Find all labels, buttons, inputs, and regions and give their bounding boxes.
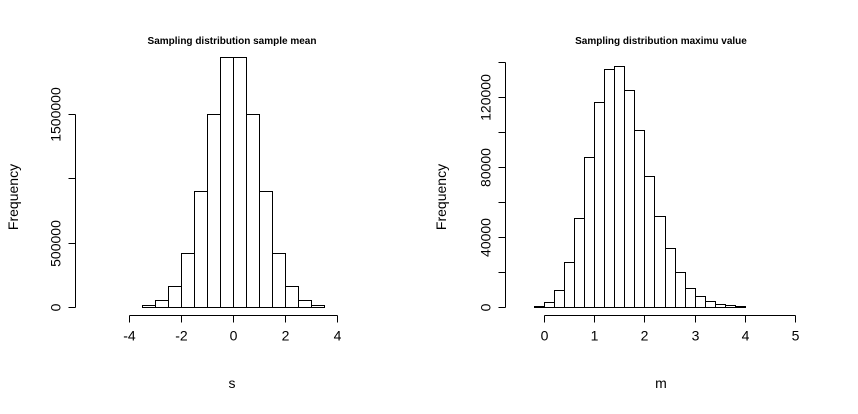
histogram-bar: [311, 305, 325, 308]
histogram-bar: [594, 102, 605, 308]
histogram-maximum-value: Sampling distribution maximu value m Fre…: [433, 36, 800, 391]
histogram-bar: [564, 262, 575, 308]
histogram-bar: [584, 157, 595, 308]
histogram-bar: [735, 306, 746, 308]
histogram-bar: [285, 286, 299, 308]
histogram-bar: [675, 272, 686, 308]
y-axis-label: Frequency: [433, 164, 449, 230]
x-tick-label: -2: [175, 328, 188, 344]
x-tick-label: -4: [123, 328, 136, 344]
y-tick-label: 120000: [478, 74, 494, 121]
x-tick-label: 5: [792, 328, 800, 344]
x-tick-label: 0: [230, 328, 238, 344]
histogram-bar: [574, 218, 585, 308]
y-tick-label: 0: [48, 303, 64, 311]
histogram-bar: [168, 286, 182, 308]
histogram-bar: [634, 130, 645, 308]
histogram-bar: [259, 191, 273, 308]
y-axis: 0 40000 80000 120000: [478, 62, 506, 311]
histogram-bar: [604, 69, 615, 308]
y-axis: 0 500000 1500000: [48, 87, 76, 311]
histogram-bar: [142, 305, 156, 308]
histogram-bar: [725, 305, 736, 308]
histogram-bar: [233, 57, 247, 308]
bars: [142, 57, 325, 308]
histogram-bar: [705, 301, 716, 308]
y-tick-label: 500000: [48, 220, 64, 267]
histogram-bar: [554, 290, 565, 308]
y-axis-label: Frequency: [5, 164, 21, 230]
bars: [534, 66, 746, 308]
histogram-bar: [220, 57, 234, 308]
x-axis-label: s: [229, 375, 236, 391]
histogram-bar: [665, 248, 676, 308]
x-axis: -4 -2 0 2 4: [123, 315, 342, 344]
histogram-bar: [715, 304, 726, 308]
histogram-bar: [644, 176, 655, 308]
histogram-bar: [181, 253, 195, 308]
histogram-bar: [624, 90, 635, 308]
histogram-bar: [544, 302, 555, 308]
y-tick-label: 1500000: [48, 87, 64, 142]
histogram-bar: [194, 191, 208, 308]
y-tick-label: 40000: [478, 218, 494, 257]
histogram-bar: [685, 288, 696, 308]
histogram-bar: [207, 114, 221, 308]
x-axis: 0 1 2 3 4 5: [541, 315, 800, 344]
x-axis-label: m: [655, 375, 667, 391]
histogram-bar: [614, 66, 625, 308]
x-tick-label: 1: [591, 328, 599, 344]
histogram-bar: [272, 253, 286, 308]
histogram-bar: [654, 216, 666, 308]
x-tick-label: 4: [334, 328, 342, 344]
y-tick-label: 0: [478, 303, 494, 311]
histogram-bar: [534, 306, 545, 308]
x-tick-label: 2: [641, 328, 649, 344]
histogram-bar: [246, 114, 260, 308]
histogram-bar: [695, 296, 706, 308]
x-tick-label: 0: [541, 328, 549, 344]
chart-title: Sampling distribution sample mean: [148, 36, 317, 47]
x-tick-label: 2: [282, 328, 290, 344]
histogram-bar: [155, 300, 169, 308]
chart-title: Sampling distribution maximu value: [575, 36, 747, 47]
histogram-bar: [298, 300, 312, 308]
histogram-sample-mean: Sampling distribution sample mean s Freq…: [5, 36, 342, 391]
x-tick-label: 3: [692, 328, 700, 344]
x-tick-label: 4: [742, 328, 750, 344]
y-tick-label: 80000: [478, 148, 494, 187]
